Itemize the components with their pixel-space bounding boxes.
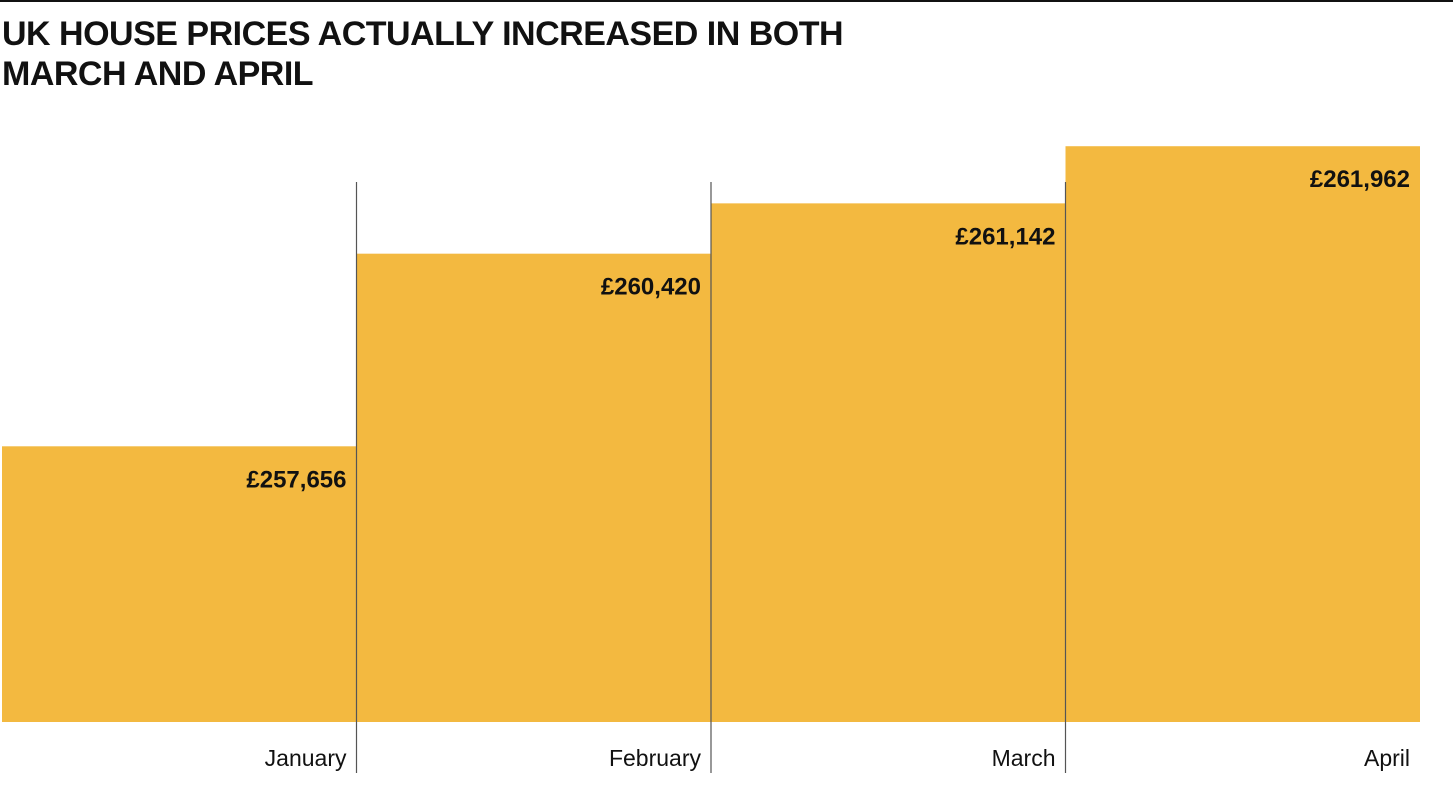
top-rule xyxy=(0,0,1453,2)
data-label-april: £261,962 xyxy=(1310,166,1410,193)
bar-march xyxy=(711,203,1066,723)
data-label-march: £261,142 xyxy=(955,223,1055,250)
tick-label-april: April xyxy=(1364,745,1410,771)
bar-april xyxy=(1065,146,1420,722)
bars-layer xyxy=(2,146,1420,723)
chart-title: UK HOUSE PRICES ACTUALLY INCREASED IN BO… xyxy=(2,15,844,93)
tick-label-january: January xyxy=(265,745,347,771)
data-label-january: £257,656 xyxy=(246,466,346,493)
labels-layer: £257,656 January £260,420 February £261,142 M… xyxy=(246,166,1410,771)
tick-label-march: March xyxy=(992,745,1056,771)
bar-january xyxy=(2,446,357,722)
data-label-february: £260,420 xyxy=(601,274,701,301)
dividers-layer xyxy=(355,182,1067,773)
tick-label-february: February xyxy=(609,745,702,771)
bar-february xyxy=(356,253,711,722)
